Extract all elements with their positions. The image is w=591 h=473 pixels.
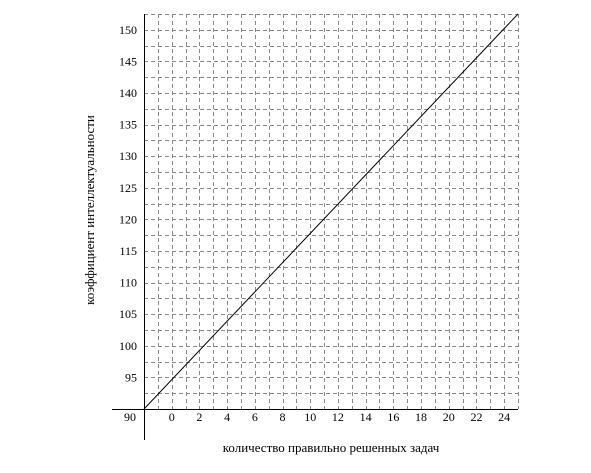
- y-tick-label: 105: [119, 307, 137, 321]
- x-tick-label: 16: [387, 410, 399, 424]
- origin-label: 90: [124, 410, 136, 424]
- axes: [112, 14, 518, 440]
- x-tick-label: 18: [415, 410, 427, 424]
- x-tick-labels: 0 2 4 6 8 10 12 14 16 18 20 22 24: [169, 410, 510, 424]
- y-tick-label: 115: [119, 244, 137, 258]
- y-tick-label: 130: [119, 149, 137, 163]
- x-tick-label: 20: [443, 410, 455, 424]
- series: [143, 13, 519, 410]
- x-tick-label: 4: [224, 410, 230, 424]
- y-tick-labels: 95 100 105 110 115 120 125 130 135 140 145 150: [119, 23, 137, 385]
- x-tick-label: 14: [360, 410, 372, 424]
- x-tick-label: 6: [252, 410, 258, 424]
- y-tick-label: 145: [119, 54, 137, 68]
- x-tick-label: 24: [498, 410, 510, 424]
- x-tick-label: 22: [470, 410, 482, 424]
- y-tick-label: 125: [119, 181, 137, 195]
- series-line: [143, 13, 519, 410]
- grid: [144, 14, 519, 409]
- y-tick-label: 140: [119, 86, 137, 100]
- x-tick-label: 10: [304, 410, 316, 424]
- x-axis-label: количество правильно решенных задач: [223, 440, 440, 455]
- x-tick-label: 2: [196, 410, 202, 424]
- y-tick-label: 135: [119, 118, 137, 132]
- y-tick-label: 150: [119, 23, 137, 37]
- x-tick-label: 0: [169, 410, 175, 424]
- y-axis-label: коэффициент интеллектуальности: [82, 115, 97, 305]
- x-tick-label: 12: [332, 410, 344, 424]
- y-tick-label: 120: [119, 212, 137, 226]
- y-tick-label: 100: [119, 339, 137, 353]
- y-tick-label: 95: [125, 370, 137, 384]
- x-tick-label: 8: [280, 410, 286, 424]
- y-tick-label: 110: [119, 276, 137, 290]
